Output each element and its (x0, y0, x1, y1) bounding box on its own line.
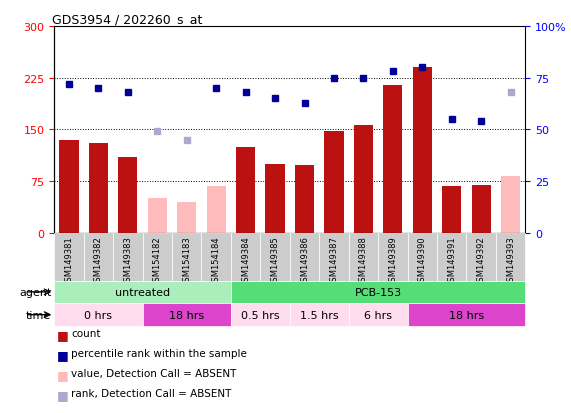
Bar (501, 176, 520, 233)
Bar (89, 144, 108, 233)
Bar (408, 233, 437, 281)
Bar (442, 187, 461, 233)
Bar (319, 233, 349, 281)
Bar (378, 233, 408, 281)
Text: ■: ■ (57, 328, 69, 341)
Text: GSM154184: GSM154184 (212, 236, 220, 286)
Bar (295, 166, 314, 233)
Text: percentile rank within the sample: percentile rank within the sample (71, 348, 247, 358)
Bar (413, 68, 432, 233)
Text: 6 hrs: 6 hrs (364, 310, 392, 320)
Text: 18 hrs: 18 hrs (449, 310, 484, 320)
Text: 0.5 hrs: 0.5 hrs (241, 310, 280, 320)
Text: GSM149387: GSM149387 (329, 236, 339, 287)
Bar (231, 233, 260, 281)
Text: GSM149393: GSM149393 (506, 236, 515, 286)
Bar (354, 125, 373, 233)
Bar (54, 281, 231, 304)
Bar (290, 304, 349, 326)
Text: value, Detection Call = ABSENT: value, Detection Call = ABSENT (71, 368, 237, 378)
Bar (349, 233, 378, 281)
Bar (59, 140, 79, 233)
Text: untreated: untreated (115, 287, 170, 297)
Bar (172, 233, 202, 281)
Text: GSM149389: GSM149389 (388, 236, 397, 286)
Text: 18 hrs: 18 hrs (169, 310, 204, 320)
Text: GSM149386: GSM149386 (300, 236, 309, 287)
Bar (383, 85, 403, 233)
Text: GDS3954 / 202260_s_at: GDS3954 / 202260_s_at (52, 13, 202, 26)
Text: GSM149391: GSM149391 (447, 236, 456, 286)
Bar (143, 304, 231, 326)
Bar (266, 164, 284, 233)
Bar (349, 304, 408, 326)
Text: GSM149383: GSM149383 (123, 236, 132, 287)
Text: GSM149388: GSM149388 (359, 236, 368, 287)
Text: 1.5 hrs: 1.5 hrs (300, 310, 339, 320)
Bar (231, 304, 290, 326)
Bar (118, 158, 138, 233)
Text: rank, Detection Call = ABSENT: rank, Detection Call = ABSENT (71, 388, 232, 398)
Text: GSM154183: GSM154183 (182, 236, 191, 286)
Text: count: count (71, 328, 101, 338)
Bar (148, 199, 167, 233)
Bar (113, 233, 143, 281)
Text: GSM149385: GSM149385 (271, 236, 280, 286)
Bar (260, 233, 289, 281)
Bar (202, 233, 231, 281)
Text: GSM149382: GSM149382 (94, 236, 103, 286)
Bar (143, 233, 172, 281)
Text: ■: ■ (57, 388, 69, 401)
Bar (437, 233, 467, 281)
Bar (177, 202, 196, 233)
Text: GSM149390: GSM149390 (418, 236, 427, 286)
Text: PCB-153: PCB-153 (355, 287, 401, 297)
Text: ■: ■ (57, 348, 69, 361)
Text: agent: agent (19, 287, 51, 297)
Text: time: time (26, 310, 51, 320)
Text: GSM149392: GSM149392 (477, 236, 486, 286)
Bar (324, 131, 344, 233)
Text: 0 hrs: 0 hrs (85, 310, 112, 320)
Text: GSM154182: GSM154182 (153, 236, 162, 286)
Bar (467, 233, 496, 281)
Bar (207, 187, 226, 233)
Bar (290, 233, 319, 281)
Bar (472, 185, 490, 233)
Text: GSM149384: GSM149384 (241, 236, 250, 286)
Bar (408, 304, 525, 326)
Text: ■: ■ (57, 368, 69, 381)
Bar (54, 233, 84, 281)
Text: GSM149381: GSM149381 (65, 236, 74, 286)
Bar (236, 147, 255, 233)
Bar (496, 233, 525, 281)
Bar (54, 304, 143, 326)
Bar (84, 233, 113, 281)
Bar (231, 281, 525, 304)
